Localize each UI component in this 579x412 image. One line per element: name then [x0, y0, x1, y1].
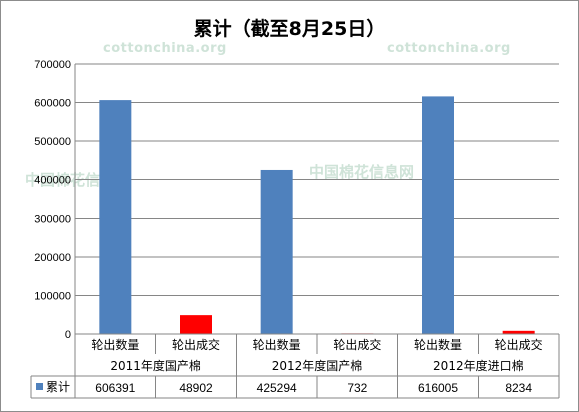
bar — [422, 96, 454, 334]
bar — [502, 330, 535, 334]
y-tick-label: 0 — [65, 329, 71, 341]
y-tick-label: 500000 — [34, 136, 71, 148]
bar — [260, 169, 293, 334]
bar — [180, 315, 212, 334]
x-category-label: 轮出成交 — [495, 337, 543, 352]
x-category-label: 轮出数量 — [253, 337, 301, 352]
data-table-value: 8234 — [505, 381, 532, 395]
y-tick-label: 200000 — [34, 252, 71, 264]
bar — [99, 100, 132, 335]
chart-title: 累计（截至8月25日） — [194, 17, 386, 40]
y-tick-label: 400000 — [34, 175, 71, 187]
x-group-label: 2012年度进口棉 — [433, 358, 524, 373]
x-category-label: 轮出数量 — [414, 337, 462, 352]
data-table-value: 732 — [347, 381, 367, 395]
x-category-label: 轮出成交 — [333, 337, 381, 352]
y-tick-label: 300000 — [34, 213, 71, 225]
legend-label: 累计 — [46, 380, 70, 394]
data-table-value: 606391 — [95, 381, 135, 395]
data-table-value: 616005 — [418, 381, 458, 395]
x-category-label: 轮出数量 — [91, 337, 139, 352]
data-table-value: 425294 — [257, 381, 297, 395]
x-group-label: 2011年度国产棉 — [110, 358, 201, 373]
watermark-text: cottonchina.org — [387, 41, 511, 56]
watermark-text: 中国棉花信息网 — [309, 163, 415, 181]
x-group-label: 2012年度国产棉 — [272, 358, 363, 373]
data-table-value: 48902 — [179, 381, 213, 395]
x-category-label: 轮出成交 — [172, 337, 220, 352]
legend-swatch — [36, 383, 43, 390]
watermark-text: cottonchina.org — [103, 41, 227, 56]
y-tick-label: 100000 — [34, 290, 71, 302]
y-tick-label: 700000 — [34, 59, 71, 71]
y-tick-label: 600000 — [34, 98, 71, 110]
